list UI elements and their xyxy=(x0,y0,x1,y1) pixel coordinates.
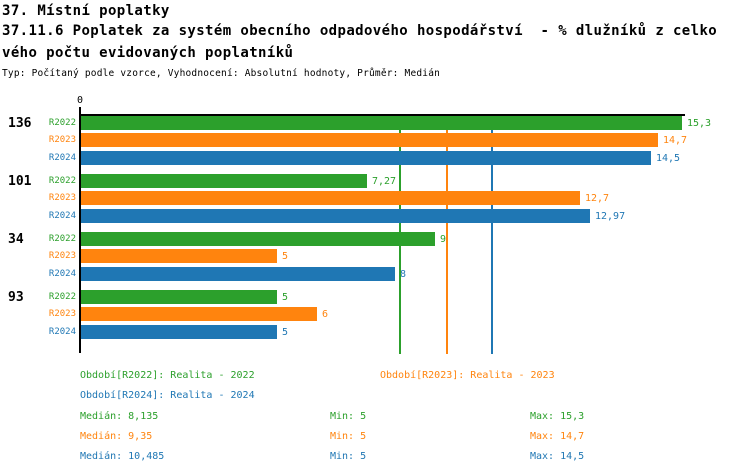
report-section-title: 37. Místní poplatky xyxy=(2,3,170,19)
stat-max: Max: 14,7 xyxy=(530,431,585,442)
series-row-label: R2024 xyxy=(48,327,76,337)
bar-value-label: 14,5 xyxy=(656,153,681,164)
group-label: 34 xyxy=(8,232,24,247)
bar-value-label: 15,3 xyxy=(687,118,712,129)
stat-min: Min: 5 xyxy=(330,431,367,442)
median-reference-line xyxy=(491,116,493,354)
legend-item: Období[R2024]: Realita - 2024 xyxy=(80,390,255,401)
stat-max: Max: 15,3 xyxy=(530,411,585,422)
bar xyxy=(81,133,658,147)
bar-value-label: 5 xyxy=(282,327,289,338)
series-row-label: R2024 xyxy=(48,153,76,163)
median-reference-line xyxy=(446,116,448,354)
bar xyxy=(81,174,367,188)
group-label: 93 xyxy=(8,290,24,305)
bar-value-label: 14,7 xyxy=(663,135,688,146)
stat-min: Min: 5 xyxy=(330,451,367,462)
bar-value-label: 8 xyxy=(400,269,407,280)
bar-value-label: 12,97 xyxy=(595,211,626,222)
bar xyxy=(81,249,277,263)
series-row-label: R2022 xyxy=(48,118,76,128)
series-row-label: R2023 xyxy=(48,309,76,319)
group-label: 101 xyxy=(8,174,32,189)
report-meta-info: Typ: Počítaný podle vzorce, Vyhodnocení:… xyxy=(2,68,441,79)
bar-value-label: 5 xyxy=(282,251,289,262)
bar-value-label: 6 xyxy=(322,309,329,320)
stat-median: Medián: 9,35 xyxy=(80,431,153,442)
series-row-label: R2024 xyxy=(48,269,76,279)
series-row-label: R2022 xyxy=(48,234,76,244)
series-row-label: R2022 xyxy=(48,292,76,302)
stat-max: Max: 14,5 xyxy=(530,451,585,462)
report-indicator-title-line1: 37.11.6 Poplatek za systém obecního odpa… xyxy=(2,23,718,39)
x-axis-zero-label: 0 xyxy=(76,95,84,106)
bar xyxy=(81,232,435,246)
stat-median: Medián: 10,485 xyxy=(80,451,165,462)
zero-tick xyxy=(79,107,81,114)
legend-item: Období[R2022]: Realita - 2022 xyxy=(80,370,255,381)
series-row-label: R2023 xyxy=(48,135,76,145)
bar-value-label: 5 xyxy=(282,292,289,303)
series-row-label: R2023 xyxy=(48,193,76,203)
x-axis-line xyxy=(79,114,685,116)
bar xyxy=(81,307,317,321)
bar-value-label: 7,27 xyxy=(372,176,397,187)
bar xyxy=(81,209,590,223)
series-row-label: R2024 xyxy=(48,211,76,221)
bar-value-label: 12,7 xyxy=(585,193,610,204)
y-axis-line xyxy=(79,114,81,353)
bar xyxy=(81,267,395,281)
stat-min: Min: 5 xyxy=(330,411,367,422)
bar xyxy=(81,151,651,165)
legend-item: Období[R2023]: Realita - 2023 xyxy=(380,370,555,381)
bar xyxy=(81,325,277,339)
stat-median: Medián: 8,135 xyxy=(80,411,159,422)
series-row-label: R2023 xyxy=(48,251,76,261)
bar xyxy=(81,290,277,304)
bar-value-label: 9 xyxy=(440,234,447,245)
report-indicator-title-line2: vého počtu evidovaných poplatníků xyxy=(2,45,294,61)
group-label: 136 xyxy=(8,116,32,131)
bar xyxy=(81,191,580,205)
bar xyxy=(81,116,682,130)
series-row-label: R2022 xyxy=(48,176,76,186)
